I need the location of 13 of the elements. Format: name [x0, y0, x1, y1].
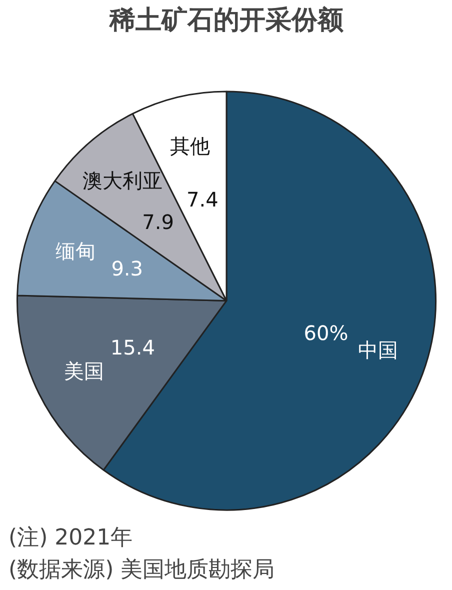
slice-label: 澳大利亚: [82, 168, 162, 192]
data-label: 7.9: [142, 210, 174, 234]
data-label: 15.4: [110, 336, 155, 360]
slice-label: 其他: [170, 134, 210, 158]
slice-label: 缅甸: [55, 239, 96, 264]
slice-label: 美国: [64, 359, 104, 384]
slice-label: 中国: [358, 338, 398, 362]
data-label: 9.3: [111, 256, 144, 281]
chart-title: 稀土矿石的开采份额: [108, 6, 344, 36]
text: (注) 2021年: [8, 526, 133, 550]
text: (数据来源) 美国地质勘探局: [8, 558, 275, 582]
data-label: 7.4: [186, 187, 218, 212]
data-label: 60%: [304, 321, 348, 346]
